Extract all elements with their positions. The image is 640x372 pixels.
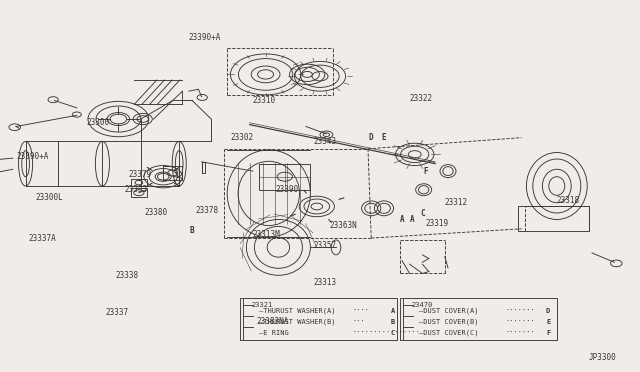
Bar xyxy=(163,166,182,180)
Text: 23470: 23470 xyxy=(412,302,433,308)
Text: 23383NA: 23383NA xyxy=(256,317,289,326)
Text: ················: ················ xyxy=(352,330,420,336)
Bar xyxy=(240,298,397,340)
Bar xyxy=(400,298,557,340)
Text: A: A xyxy=(399,215,404,224)
Text: C: C xyxy=(420,209,425,218)
Text: 23302: 23302 xyxy=(230,133,253,142)
Text: 23380: 23380 xyxy=(144,208,167,217)
Text: F: F xyxy=(546,330,550,336)
Text: B: B xyxy=(189,226,195,235)
Text: 23300: 23300 xyxy=(86,118,109,127)
Text: 23313: 23313 xyxy=(314,278,337,287)
Text: —THURUST WASHER(B): —THURUST WASHER(B) xyxy=(259,318,336,325)
Bar xyxy=(202,162,205,173)
Text: 23379: 23379 xyxy=(128,170,151,179)
Text: —E RING: —E RING xyxy=(259,330,289,336)
Text: ·······: ······· xyxy=(506,330,535,336)
Bar xyxy=(259,164,310,190)
Text: A: A xyxy=(390,308,395,314)
Text: 23300L: 23300L xyxy=(35,193,63,202)
Text: D: D xyxy=(369,133,374,142)
Bar xyxy=(518,206,589,231)
Text: ·······: ······· xyxy=(506,308,535,314)
Text: ···: ··· xyxy=(352,319,365,325)
Bar xyxy=(131,188,147,197)
Text: 23390: 23390 xyxy=(275,185,298,194)
Text: 23337A: 23337A xyxy=(29,234,56,243)
Text: 23343: 23343 xyxy=(314,137,337,146)
Text: 23310: 23310 xyxy=(253,96,276,105)
Text: 23390+A: 23390+A xyxy=(189,33,221,42)
Text: B: B xyxy=(390,319,395,325)
Text: 23337: 23337 xyxy=(106,308,129,317)
Text: —THURUST WASHER(A): —THURUST WASHER(A) xyxy=(259,307,336,314)
Text: JP3300: JP3300 xyxy=(589,353,616,362)
Text: —DUST COVER(A): —DUST COVER(A) xyxy=(419,307,479,314)
Text: —DUST COVER(C): —DUST COVER(C) xyxy=(419,330,479,336)
Text: D: D xyxy=(546,308,550,314)
Text: 23363N: 23363N xyxy=(330,221,357,230)
Text: 23333: 23333 xyxy=(125,185,148,194)
Text: F: F xyxy=(423,167,428,176)
Text: ·······: ······· xyxy=(506,319,535,325)
Text: A: A xyxy=(410,215,415,224)
Text: 23318: 23318 xyxy=(557,196,580,205)
Text: 23319: 23319 xyxy=(426,219,449,228)
Text: 23357: 23357 xyxy=(314,241,337,250)
Text: 23312: 23312 xyxy=(445,198,468,207)
Text: ····: ···· xyxy=(352,308,369,314)
Text: —DUST COVER(B): —DUST COVER(B) xyxy=(419,318,479,325)
Text: 23338: 23338 xyxy=(115,271,138,280)
Text: 23390+A: 23390+A xyxy=(16,152,49,161)
Text: 23378: 23378 xyxy=(195,206,218,215)
Bar xyxy=(131,179,147,186)
Text: 23321: 23321 xyxy=(252,302,273,308)
Text: 23322: 23322 xyxy=(410,94,433,103)
Text: C: C xyxy=(390,330,395,336)
Text: E: E xyxy=(381,133,387,142)
Text: E: E xyxy=(546,319,550,325)
Text: 23313M: 23313M xyxy=(253,230,280,239)
